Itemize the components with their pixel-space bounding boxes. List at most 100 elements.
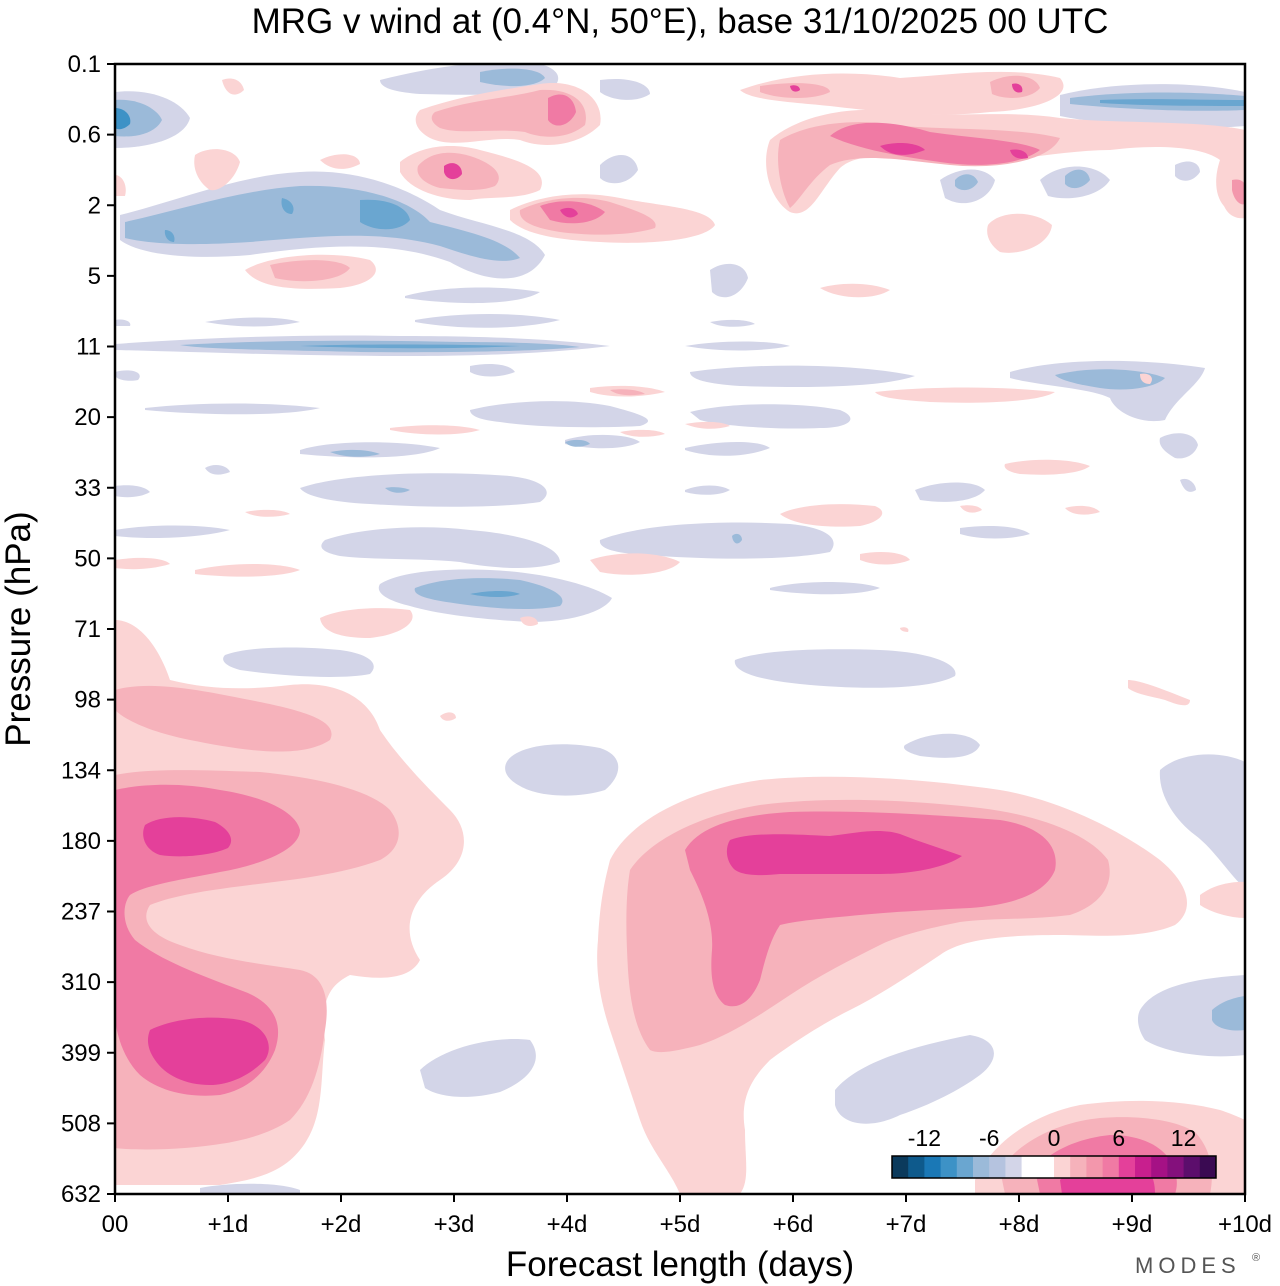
brand-registered-mark: ® (1252, 1252, 1260, 1264)
colorbar-swatch (940, 1156, 958, 1178)
colorbar-swatch (1183, 1156, 1201, 1178)
contour-neg-30 (200, 647, 1245, 1194)
x-axis-label: Forecast length (days) (506, 1245, 854, 1284)
colorbar-tick-label: -6 (979, 1125, 999, 1151)
y-tick-label: 399 (61, 1040, 101, 1067)
contour-fill-layer (115, 64, 1245, 1194)
contour-pos-24 (390, 421, 1090, 475)
y-tick-label: 33 (74, 475, 101, 502)
colorbar-tick-label: 6 (1112, 1125, 1125, 1151)
colorbar-tick-label: -12 (908, 1125, 941, 1151)
y-tick-label: 0.1 (68, 51, 101, 78)
y-axis: 0.1 0.6 2 5 11 20 33 50 71 98 134 180 237 310 399 508 63… (61, 51, 115, 1208)
contour-neg-18 (115, 360, 1205, 422)
contour-pos-22 (590, 373, 1152, 403)
contour-neg-6 (164, 198, 410, 242)
colorbar-swatch (1070, 1156, 1087, 1178)
y-tick-label: 508 (61, 1110, 101, 1137)
contour-neg-5 (125, 185, 520, 261)
contour-neg-29 (470, 591, 520, 597)
colorbar-swatch (1021, 1156, 1039, 1178)
x-tick-label: +2d (321, 1211, 362, 1238)
colorbar-swatch (973, 1156, 990, 1178)
contour-pos-12 (548, 94, 576, 126)
contour-pos-36 (726, 830, 962, 876)
colorbar-legend: -12 -6 0 6 12 (891, 1125, 1217, 1179)
contour-pos-9 (1232, 179, 1245, 205)
y-axis-label: Pressure (hPa) (0, 511, 38, 746)
colorbar-swatch (1005, 1156, 1023, 1178)
y-tick-label: 5 (88, 263, 101, 290)
contour-neg-16 (300, 344, 520, 349)
contour-neg-26 (732, 533, 742, 544)
contour-neg-24 (385, 487, 410, 493)
colorbar-swatch (1102, 1156, 1120, 1178)
contour-neg-3 (115, 108, 131, 130)
contour-pos-6 (830, 122, 1040, 165)
x-tick-label: +6d (773, 1211, 814, 1238)
contour-pos-7 (880, 143, 1028, 159)
contour-neg-17 (115, 287, 790, 351)
contour-neg-31 (1212, 996, 1245, 1031)
contour-pos-19 (560, 207, 578, 218)
contour-neg-22 (330, 439, 590, 457)
contour-pos-31 (115, 784, 300, 1096)
y-tick-label: 632 (61, 1181, 101, 1208)
colorbar-swatch (924, 1156, 942, 1178)
x-tick-label: +1d (208, 1211, 249, 1238)
y-tick-label: 310 (61, 969, 101, 996)
contour-neg-23 (115, 473, 985, 507)
chart-title: MRG v wind at (0.4°N, 50°E), base 31/10/… (252, 2, 1109, 41)
colorbar-swatch (956, 1156, 974, 1178)
colorbar-tick-label: 0 (1048, 1125, 1061, 1151)
contour-pos-1 (740, 71, 1064, 115)
x-tick-label: +3d (434, 1211, 475, 1238)
colorbar-swatch (989, 1156, 1006, 1178)
brand-text: MODES (1135, 1253, 1241, 1278)
y-tick-label: 2 (88, 192, 101, 219)
x-tick-label: +5d (660, 1211, 701, 1238)
x-tick-label: +7d (886, 1211, 927, 1238)
contour-pos-32 (143, 817, 269, 1085)
y-tick-label: 50 (74, 545, 101, 572)
contour-neg-25 (115, 522, 1030, 568)
x-axis: 00 +1d +2d +3d +4d +5d +6d +7d +8d +9d +10d (102, 1194, 1272, 1238)
contour-neg-11 (480, 68, 545, 87)
contour-pos-11 (431, 89, 586, 137)
colorbar-swatch (892, 1156, 909, 1178)
y-tick-label: 180 (61, 828, 101, 855)
colorbar-swatch (908, 1156, 925, 1178)
contour-pos-23 (610, 389, 645, 396)
y-tick-label: 71 (74, 616, 101, 643)
colorbar-swatch (1054, 1156, 1071, 1178)
contour-pos-21 (270, 260, 350, 282)
y-tick-label: 20 (74, 404, 101, 431)
contour-neg-9 (1100, 99, 1245, 106)
colorbar-swatch (1151, 1156, 1168, 1178)
x-tick-label: +9d (1112, 1211, 1153, 1238)
y-tick-label: 98 (74, 687, 101, 714)
contour-neg-21 (205, 434, 770, 475)
contour-pos-25 (245, 504, 1100, 527)
y-tick-label: 237 (61, 899, 101, 926)
colorbar-swatch (1086, 1156, 1104, 1178)
colorbar-swatch (1199, 1156, 1217, 1178)
contour-neg-2 (115, 99, 162, 137)
colorbar-swatch (1037, 1156, 1055, 1178)
colorbar-tick-label: 12 (1171, 1125, 1197, 1151)
y-tick-label: 11 (76, 334, 101, 361)
contour-neg-12 (600, 78, 1200, 298)
contour-neg-13 (955, 169, 1090, 191)
colorbar-swatch (1135, 1156, 1152, 1178)
brand-logo: MODES ® (1135, 1252, 1260, 1278)
colorbar-swatch (1118, 1156, 1136, 1178)
x-tick-label: +10d (1218, 1211, 1272, 1238)
y-tick-label: 134 (61, 757, 101, 784)
contour-neg-19 (1055, 369, 1165, 390)
colorbar-frame (891, 1155, 1217, 1179)
x-tick-label: +4d (547, 1211, 588, 1238)
contour-pos-27 (320, 608, 909, 638)
x-tick-label: 00 (102, 1211, 129, 1238)
contour-pos-2 (760, 75, 1040, 98)
